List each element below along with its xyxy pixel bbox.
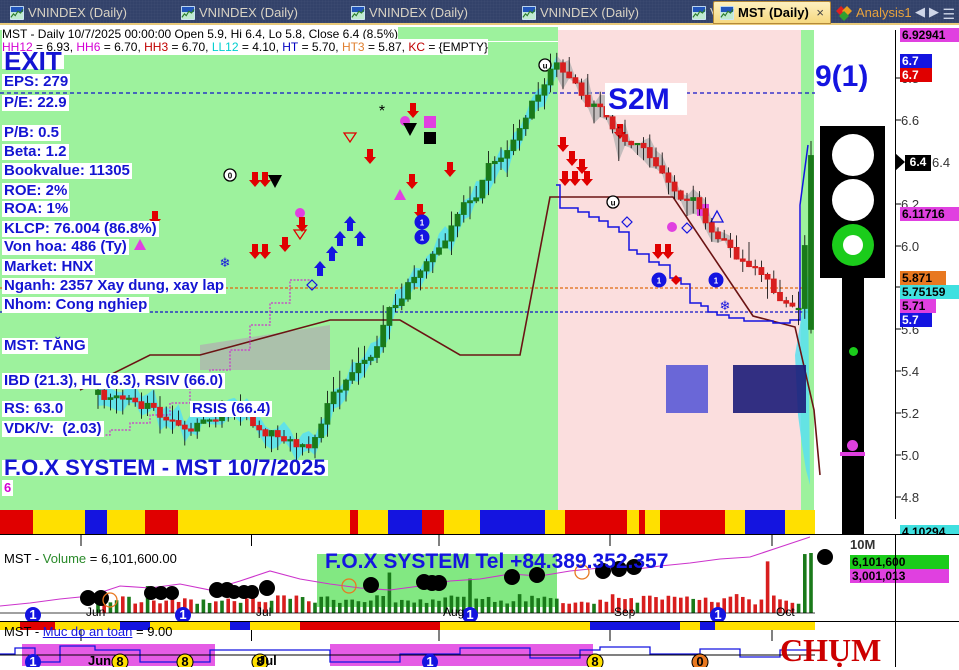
svg-text:0: 0 — [696, 654, 703, 667]
svg-text:Jul: Jul — [258, 653, 277, 667]
svg-text:1: 1 — [29, 654, 36, 667]
svg-text:1: 1 — [426, 654, 433, 667]
svg-text:1: 1 — [29, 607, 36, 622]
svg-text:Jun: Jun — [88, 653, 111, 667]
svg-text:8: 8 — [181, 654, 188, 667]
svg-text:1: 1 — [466, 607, 473, 622]
svg-text:8: 8 — [116, 654, 123, 667]
svg-text:1: 1 — [714, 607, 721, 622]
svg-text:1: 1 — [179, 607, 186, 622]
svg-text:8: 8 — [591, 654, 598, 667]
